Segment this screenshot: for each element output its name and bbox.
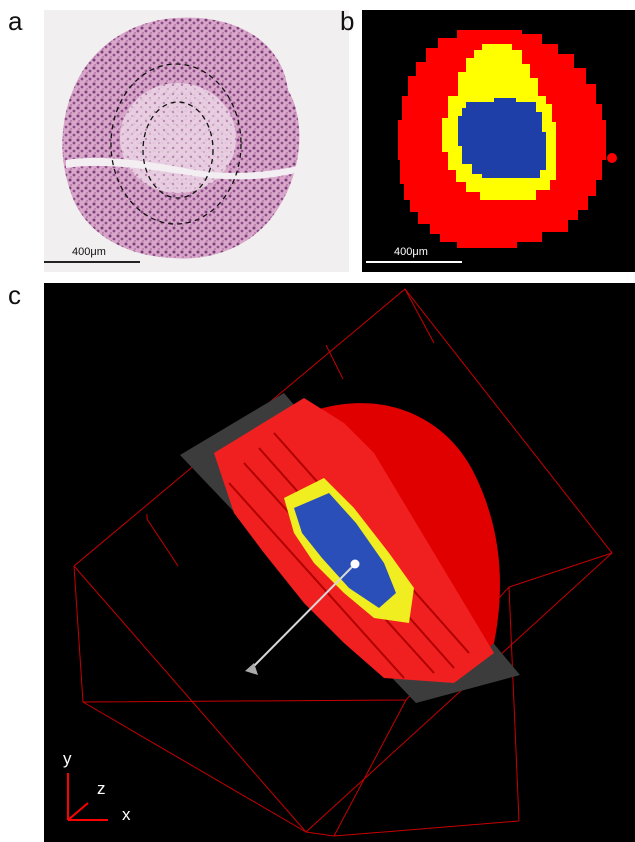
axis-y-label: y xyxy=(63,749,72,768)
panel-b-scale-label: 400μm xyxy=(394,246,428,258)
segmentation-graphic xyxy=(398,30,617,248)
bounding-box xyxy=(73,288,613,837)
panel-c-label: c xyxy=(8,280,21,310)
panel-b-label: b xyxy=(340,6,355,36)
tissue-section-graphic xyxy=(62,17,306,259)
core-volume xyxy=(294,493,396,608)
panel-c-3d-render xyxy=(44,283,635,842)
axis-triad xyxy=(67,773,108,821)
axis-x-label: x xyxy=(122,805,131,824)
panel-a-histology-image xyxy=(44,10,349,272)
probe-line xyxy=(251,563,356,669)
axis-z-label: z xyxy=(97,779,106,798)
panel-a-scale-bar xyxy=(44,261,140,263)
panel-b-segmentation-map xyxy=(362,10,635,272)
probe-handle-bottom[interactable] xyxy=(245,663,258,675)
panel-a-scale-label: 400μm xyxy=(72,246,106,258)
panel-b-scale-bar xyxy=(366,261,462,263)
panel-a-label: a xyxy=(8,6,23,36)
volume-render-graphic xyxy=(67,288,613,837)
probe-handle-top[interactable] xyxy=(350,559,360,569)
